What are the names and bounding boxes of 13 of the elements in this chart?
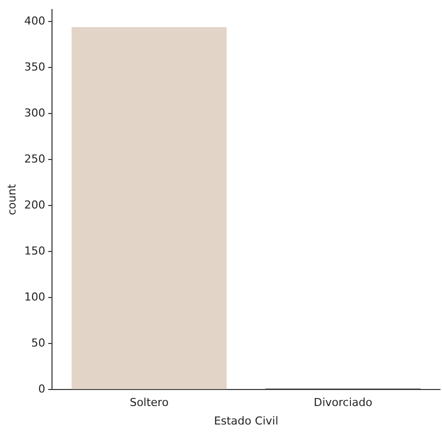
- y-tick-label: 100: [24, 290, 46, 304]
- y-tick-label: 300: [24, 106, 46, 120]
- y-tick-label: 200: [24, 198, 46, 212]
- y-axis-title: count: [5, 183, 18, 216]
- y-tick-label: 150: [24, 244, 46, 258]
- x-axis-title: Estado Civil: [214, 414, 278, 428]
- y-tick-label: 0: [38, 382, 46, 396]
- y-tick-label: 50: [31, 336, 46, 350]
- x-tick-label: Divorciado: [314, 396, 373, 410]
- y-tick-label: 400: [24, 14, 46, 28]
- y-tick-label: 350: [24, 60, 46, 74]
- x-tick-label: Soltero: [130, 396, 169, 410]
- y-tick-label: 250: [24, 152, 46, 166]
